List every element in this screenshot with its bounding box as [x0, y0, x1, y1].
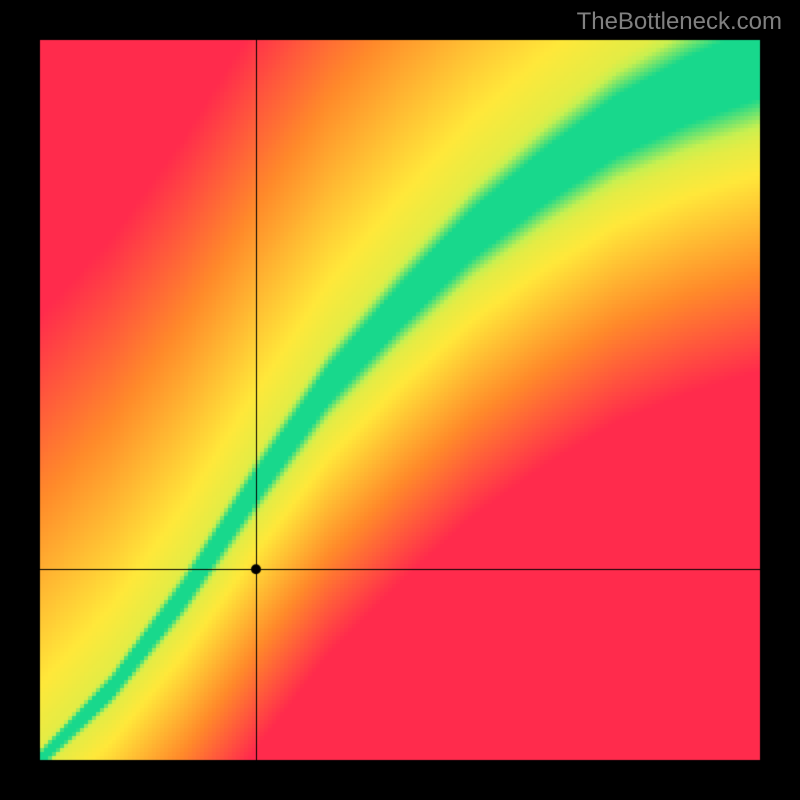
chart-container: TheBottleneck.com	[0, 0, 800, 800]
watermark-text: TheBottleneck.com	[577, 8, 782, 36]
bottleneck-heatmap	[0, 0, 800, 800]
